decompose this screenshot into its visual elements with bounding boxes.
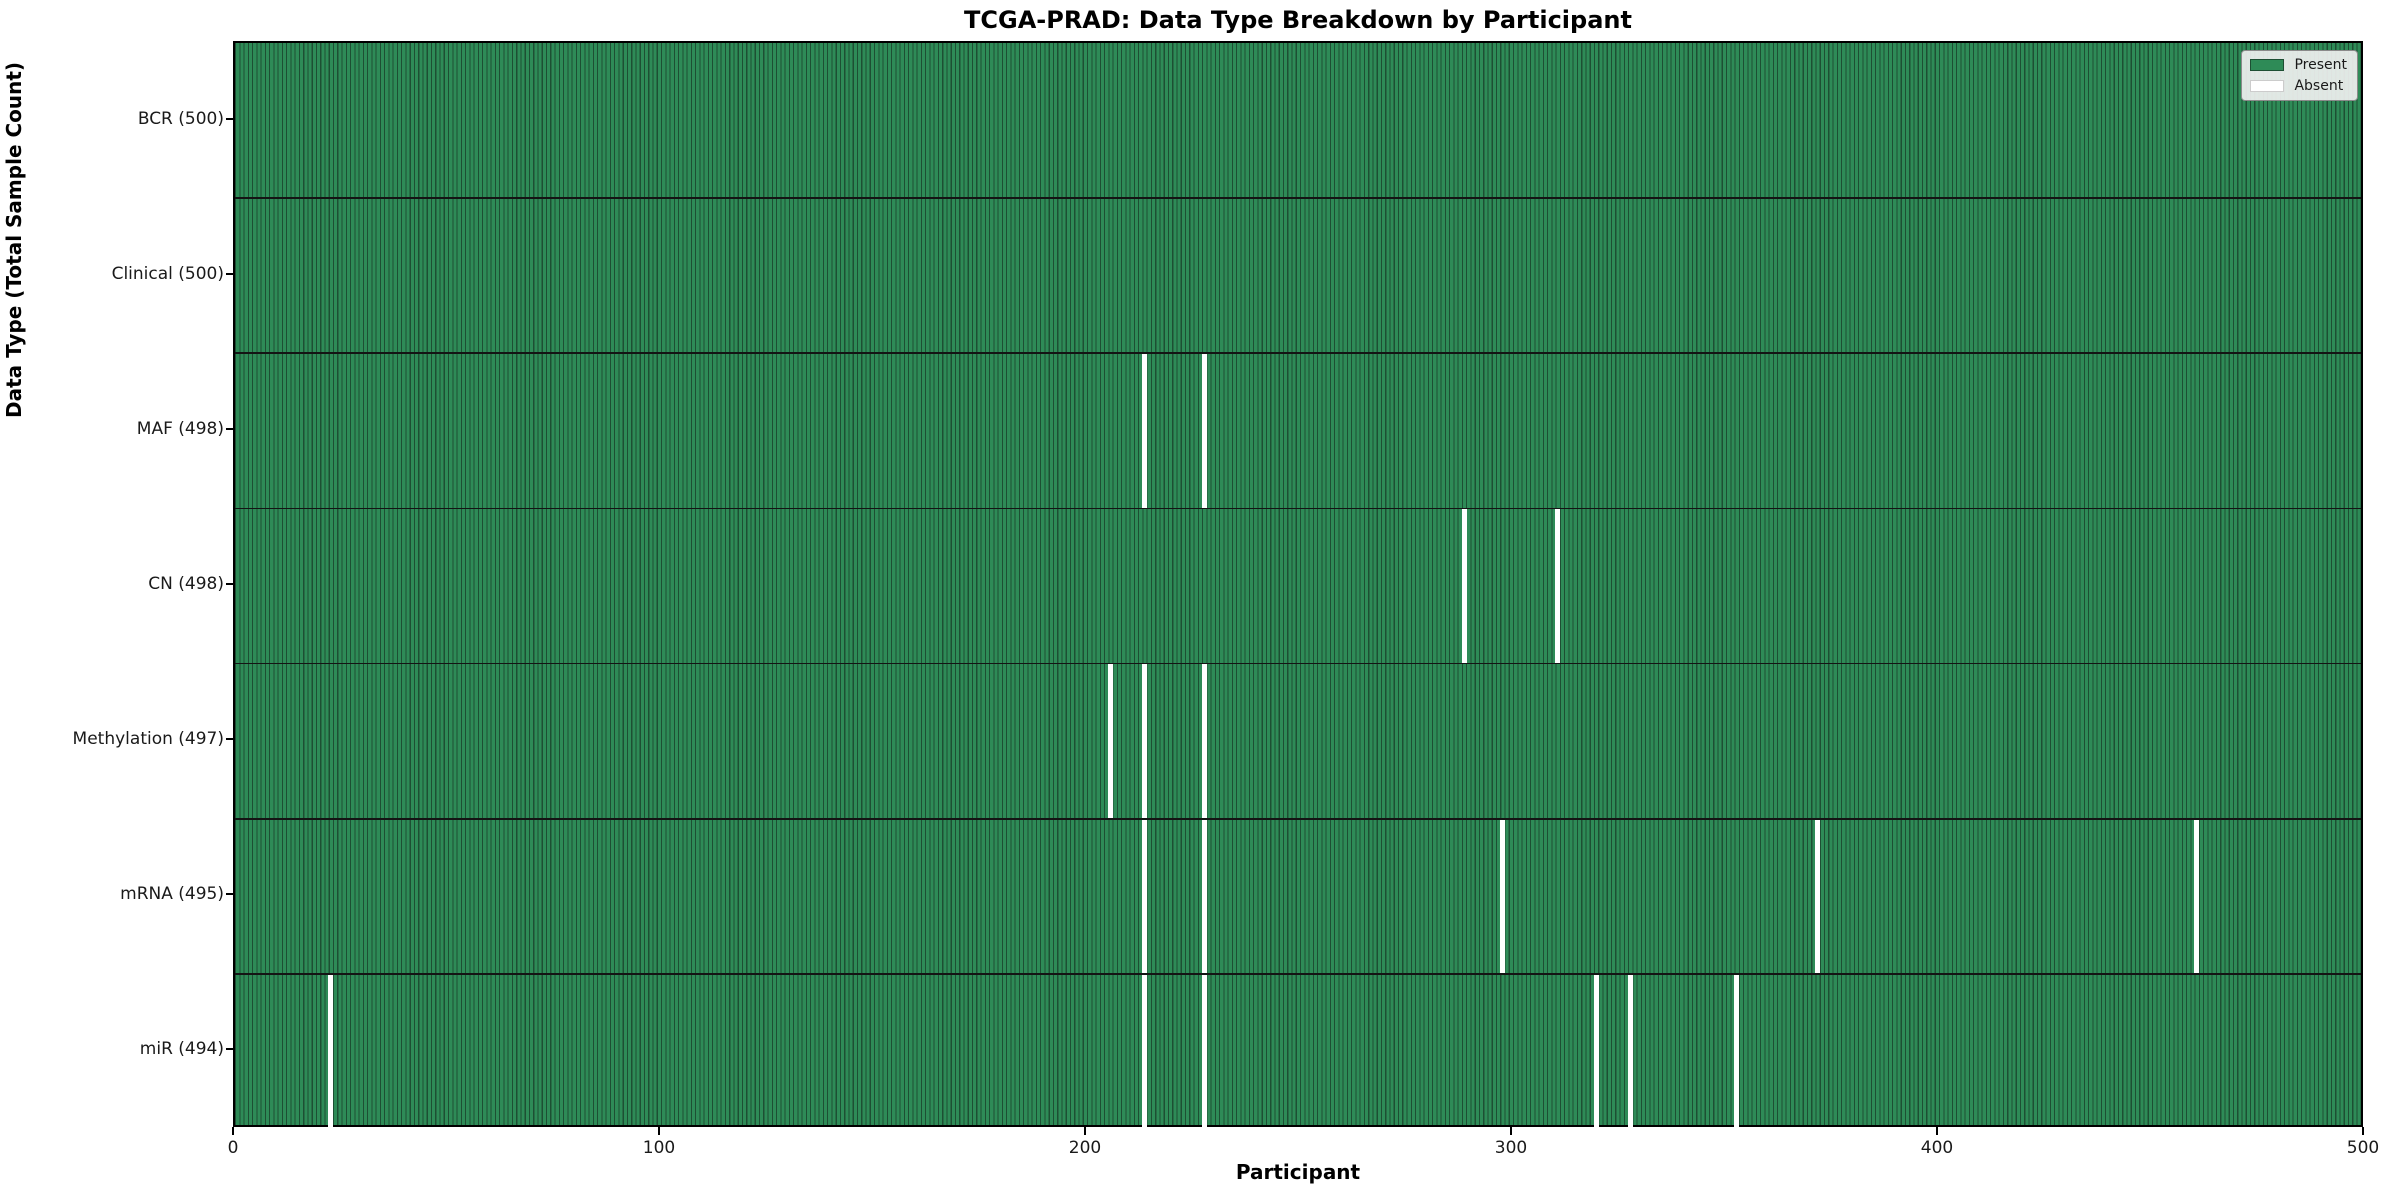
x-tick-mark (1510, 1127, 1512, 1135)
row-separator (235, 352, 2361, 355)
plot-area: Present Absent (233, 41, 2363, 1129)
y-tick-mark (226, 738, 233, 741)
row-separator (235, 197, 2361, 199)
y-tick-mark (226, 117, 233, 120)
absent-stripe-miR-213 (1142, 973, 1148, 1129)
absent-stripe-Methylation-205 (1107, 663, 1113, 819)
x-tick-label-100: 100 (642, 1138, 676, 1158)
row-separator (235, 973, 2361, 975)
absent-stripe-mRNA-227 (1201, 818, 1207, 974)
legend-label-present: Present (2294, 57, 2347, 73)
x-axis-label: Participant (1235, 1160, 1361, 1184)
y-tick-mark (226, 272, 233, 275)
x-tick-label-400: 400 (1920, 1138, 1954, 1158)
x-tick-label-200: 200 (1068, 1138, 1102, 1158)
legend-swatch-absent (2250, 80, 2285, 92)
y-tick-mark (226, 893, 233, 896)
legend-label-absent: Absent (2294, 78, 2344, 94)
y-tick-mark (226, 427, 233, 430)
y-tick-label-BCR: BCR (500) (137, 108, 224, 129)
x-tick-label-0: 0 (227, 1138, 239, 1158)
absent-stripe-miR-319 (1593, 973, 1599, 1129)
absent-stripe-miR-22 (328, 973, 334, 1129)
legend-entry-absent: Absent (2250, 78, 2347, 94)
chart-title: TCGA-PRAD: Data Type Breakdown by Partic… (964, 6, 1632, 34)
absent-stripe-CN-288 (1461, 508, 1467, 664)
legend-entry-present: Present (2250, 57, 2347, 73)
absent-stripe-miR-327 (1627, 973, 1633, 1129)
y-tick-label-Clinical: Clinical (500) (111, 263, 224, 284)
y-tick-label-miR: miR (494) (139, 1039, 224, 1060)
absent-stripe-MAF-227 (1201, 353, 1207, 509)
y-tick-label-MAF: MAF (498) (136, 418, 224, 439)
y-tick-mark (226, 1048, 233, 1051)
absent-stripe-miR-227 (1201, 973, 1207, 1129)
x-tick-label-500: 500 (2346, 1138, 2380, 1158)
legend: Present Absent (2241, 50, 2358, 101)
row-separator (235, 662, 2361, 665)
absent-stripe-mRNA-297 (1499, 818, 1505, 974)
y-tick-label-CN: CN (498) (148, 574, 224, 594)
x-tick-mark (658, 1127, 660, 1135)
y-tick-mark (226, 583, 233, 585)
x-tick-mark (2362, 1127, 2364, 1135)
absent-stripe-miR-352 (1734, 973, 1740, 1129)
absent-stripe-mRNA-371 (1815, 818, 1821, 974)
row-separator (235, 817, 2361, 820)
x-tick-mark (1084, 1127, 1086, 1135)
absent-stripe-mRNA-460 (2194, 818, 2200, 974)
absent-stripe-MAF-213 (1142, 353, 1148, 509)
absent-stripe-mRNA-213 (1142, 818, 1148, 974)
absent-stripe-Methylation-227 (1201, 663, 1207, 819)
x-tick-mark (232, 1127, 234, 1135)
legend-swatch-present (2250, 59, 2285, 71)
y-axis-label: Data Type (Total Sample Count) (2, 61, 26, 418)
y-tick-label-mRNA: mRNA (495) (120, 884, 224, 905)
y-tick-label-Methylation: Methylation (497) (72, 729, 224, 750)
x-tick-mark (1936, 1127, 1938, 1135)
row-separator (235, 507, 2361, 510)
absent-stripe-CN-310 (1555, 508, 1561, 664)
absent-stripe-Methylation-213 (1142, 663, 1148, 819)
x-tick-label-300: 300 (1494, 1138, 1528, 1158)
